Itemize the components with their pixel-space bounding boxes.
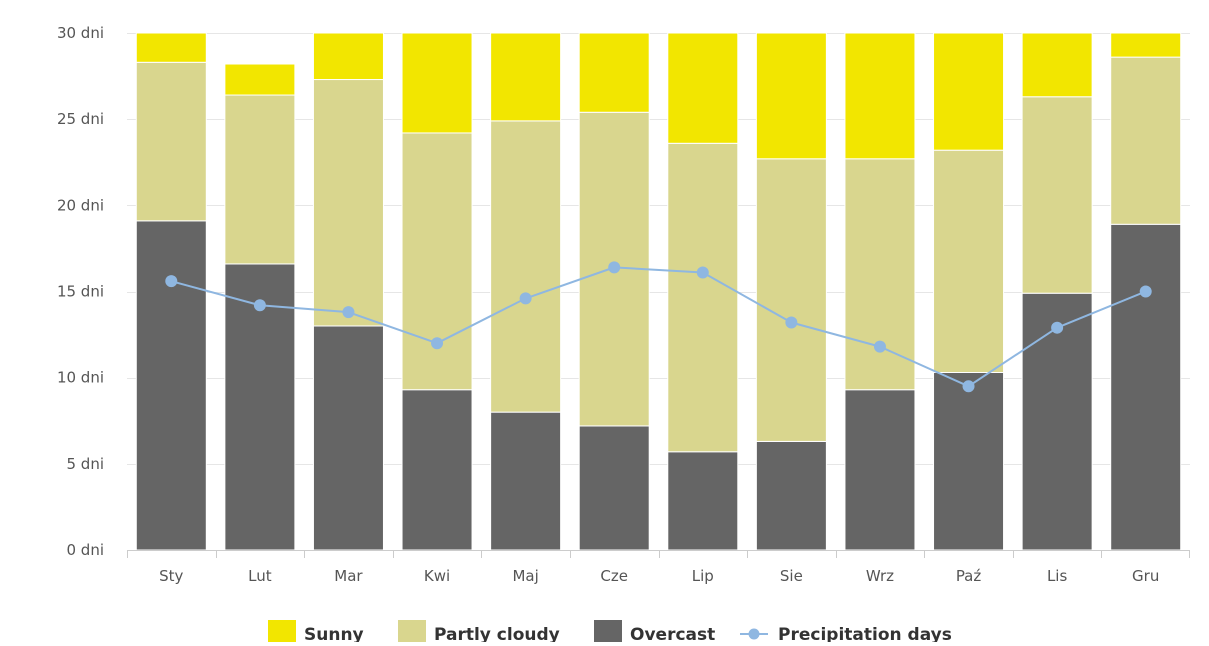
bar-partly-cloudy-kwi[interactable] xyxy=(401,132,473,391)
bar-overcast-wrz[interactable] xyxy=(844,389,916,551)
x-tick-label-gru: Gru xyxy=(1132,567,1159,585)
y-tick-label: 20 dni xyxy=(57,196,104,214)
bar-overcast-kwi[interactable] xyxy=(401,389,473,551)
point-precipitation-days-sie[interactable] xyxy=(785,316,798,329)
legend-color-swatch xyxy=(594,620,622,646)
y-tick-label: 30 dni xyxy=(57,24,104,42)
bar-overcast-cze[interactable] xyxy=(578,425,650,551)
x-tick-label-lis: Lis xyxy=(1047,567,1068,585)
bar-partly-cloudy-gru[interactable] xyxy=(1110,56,1182,225)
bar-overcast-sie[interactable] xyxy=(755,440,827,551)
x-tick-label-sie: Sie xyxy=(780,567,803,585)
y-tick-label: 15 dni xyxy=(57,283,104,301)
legend-label: Precipitation days xyxy=(778,625,952,642)
bar-partly-cloudy-mar[interactable] xyxy=(312,79,384,327)
y-axis-ticks: 0 dni 5 dni 10 dni 15 dni 20 dni 25 dni 30 dni xyxy=(57,24,104,559)
bar-overcast-lis[interactable] xyxy=(1021,292,1093,551)
legend-marker-swatch xyxy=(748,628,760,640)
x-tick-label-kwi: Kwi xyxy=(424,567,450,585)
y-tick-label: 10 dni xyxy=(57,369,104,387)
bar-sunny-lip[interactable] xyxy=(667,32,739,144)
bar-sunny-cze[interactable] xyxy=(578,32,650,113)
bar-partly-cloudy-sty[interactable] xyxy=(135,61,207,222)
y-tick-label: 5 dni xyxy=(66,455,104,473)
point-precipitation-days-maj[interactable] xyxy=(519,292,532,305)
legend-label: Partly cloudy xyxy=(434,625,560,642)
bar-partly-cloudy-wrz[interactable] xyxy=(844,158,916,391)
bar-sunny-paz[interactable] xyxy=(933,32,1005,151)
bar-partly-cloudy-paz[interactable] xyxy=(933,149,1005,373)
bar-sunny-lis[interactable] xyxy=(1021,32,1093,98)
x-tick-label-cze: Cze xyxy=(600,567,628,585)
x-tick-label-wrz: Wrz xyxy=(866,567,894,585)
x-axis-ticks: Sty Lut Mar Kwi Maj Cze Lip Sie Wrz Paź Lis Gru xyxy=(159,567,1159,585)
legend-item-sunny[interactable]: Sunny xyxy=(268,620,364,646)
bar-partly-cloudy-lip[interactable] xyxy=(667,142,739,453)
bar-sunny-lut[interactable] xyxy=(224,63,296,96)
x-tick-label-lut: Lut xyxy=(248,567,272,585)
bar-partly-cloudy-lis[interactable] xyxy=(1021,96,1093,294)
y-tick-label: 25 dni xyxy=(57,110,104,128)
bar-overcast-paz[interactable] xyxy=(933,371,1005,551)
x-axis xyxy=(127,550,1190,558)
bar-partly-cloudy-sie[interactable] xyxy=(755,158,827,442)
bar-overcast-sty[interactable] xyxy=(135,220,207,551)
x-tick-label-maj: Maj xyxy=(512,567,538,585)
point-precipitation-days-mar[interactable] xyxy=(342,306,355,319)
point-precipitation-days-paz[interactable] xyxy=(962,380,975,393)
point-precipitation-days-sty[interactable] xyxy=(165,275,178,288)
point-precipitation-days-lis[interactable] xyxy=(1051,321,1064,334)
point-precipitation-days-wrz[interactable] xyxy=(873,340,886,353)
x-tick-label-mar: Mar xyxy=(334,567,363,585)
point-precipitation-days-lip[interactable] xyxy=(696,266,709,279)
bar-overcast-gru[interactable] xyxy=(1110,223,1182,551)
legend-item-overcast[interactable]: Overcast xyxy=(594,620,715,646)
legend-color-swatch xyxy=(268,620,296,646)
line-precipitation-days xyxy=(171,266,1147,388)
legend-color-swatch xyxy=(398,620,426,646)
x-tick-label-paz: Paź xyxy=(956,567,982,585)
bar-overcast-mar[interactable] xyxy=(312,325,384,551)
x-tick-label-sty: Sty xyxy=(159,567,183,585)
point-precipitation-days-kwi[interactable] xyxy=(431,337,444,350)
bar-overcast-maj[interactable] xyxy=(490,411,562,551)
x-tick-label-lip: Lip xyxy=(692,567,714,585)
point-precipitation-days-gru[interactable] xyxy=(1139,285,1152,298)
bar-partly-cloudy-maj[interactable] xyxy=(490,120,562,413)
bar-sunny-maj[interactable] xyxy=(490,32,562,122)
y-tick-label: 0 dni xyxy=(66,541,104,559)
precipitation-line xyxy=(165,261,1152,393)
legend-label: Overcast xyxy=(630,625,715,642)
bar-partly-cloudy-lut[interactable] xyxy=(224,94,296,265)
gridlines xyxy=(127,33,1190,465)
bar-overcast-lip[interactable] xyxy=(667,451,739,551)
stacked-bars xyxy=(135,32,1182,551)
bar-sunny-gru[interactable] xyxy=(1110,32,1182,58)
legend-item-precipitation-days[interactable]: Precipitation days xyxy=(740,625,952,645)
bar-sunny-kwi[interactable] xyxy=(401,32,473,134)
point-precipitation-days-lut[interactable] xyxy=(253,299,266,312)
legend: Sunny Partly cloudy Overcast Precipitation … xyxy=(268,620,952,646)
bar-sunny-mar[interactable] xyxy=(312,32,384,81)
bar-sunny-wrz[interactable] xyxy=(844,32,916,160)
legend-label: Sunny xyxy=(304,625,364,642)
point-precipitation-days-cze[interactable] xyxy=(608,261,621,274)
bar-sunny-sty[interactable] xyxy=(135,32,207,63)
legend-item-partly-cloudy[interactable]: Partly cloudy xyxy=(398,620,560,646)
bar-sunny-sie[interactable] xyxy=(755,32,827,160)
